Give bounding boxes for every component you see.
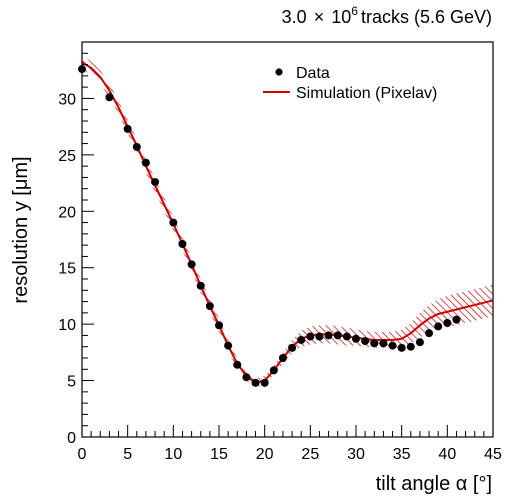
legend-data-marker bbox=[275, 68, 283, 76]
data-point bbox=[224, 341, 233, 350]
simulation-line bbox=[81, 61, 494, 384]
data-point bbox=[288, 343, 297, 352]
data-point bbox=[370, 339, 379, 348]
data-point bbox=[233, 360, 242, 369]
data-point bbox=[342, 332, 351, 341]
data-point bbox=[388, 341, 397, 350]
data-point bbox=[242, 373, 251, 382]
x-tick-label: 40 bbox=[438, 446, 456, 463]
axis-ticks-layer: 0 5 10 15 20 25 30 35 40 45 0 5 10 15 20 25 30 bbox=[58, 41, 502, 463]
x-tick-label: 5 bbox=[123, 446, 132, 463]
data-point bbox=[105, 93, 114, 102]
data-point bbox=[352, 334, 360, 343]
data-points-layer bbox=[78, 65, 461, 387]
data-point bbox=[215, 321, 223, 330]
legend-data-label: Data bbox=[296, 65, 330, 82]
data-point bbox=[397, 343, 406, 352]
data-point bbox=[151, 177, 160, 186]
data-point bbox=[361, 337, 370, 346]
data-point bbox=[141, 158, 150, 167]
data-point bbox=[260, 378, 269, 387]
data-point bbox=[132, 142, 141, 151]
data-point bbox=[425, 329, 434, 338]
y-tick-label: 25 bbox=[58, 148, 76, 165]
x-tick-label: 45 bbox=[484, 446, 502, 463]
simulation-uncertainty-band bbox=[82, 55, 493, 388]
data-point bbox=[169, 218, 178, 227]
y-tick-label: 10 bbox=[58, 317, 76, 334]
data-point bbox=[178, 240, 187, 249]
data-point bbox=[205, 302, 214, 311]
data-point bbox=[406, 342, 415, 351]
y-tick-label: 5 bbox=[67, 374, 76, 391]
data-point bbox=[452, 315, 461, 324]
data-point bbox=[333, 331, 342, 340]
y-tick-label: 30 bbox=[58, 91, 76, 108]
y-tick-label: 20 bbox=[58, 204, 76, 221]
data-point bbox=[251, 378, 260, 387]
data-point bbox=[278, 354, 287, 362]
x-tick-label: 30 bbox=[347, 446, 365, 463]
x-axis-title: tilt angle α [°] bbox=[376, 473, 492, 495]
chart-header: 3.0 × 106 tracks (5.6 GeV) bbox=[282, 4, 492, 27]
data-point bbox=[297, 335, 306, 344]
plot-frame bbox=[81, 41, 494, 438]
y-tick-label: 15 bbox=[58, 261, 76, 278]
data-point bbox=[415, 338, 424, 347]
data-point bbox=[434, 322, 443, 331]
data-point bbox=[196, 281, 205, 290]
legend: Data Simulation (Pixelav) bbox=[263, 65, 437, 102]
legend-simulation-label: Simulation (Pixelav) bbox=[296, 85, 437, 102]
data-point bbox=[269, 366, 278, 375]
data-point bbox=[187, 260, 196, 269]
data-point bbox=[306, 332, 315, 341]
y-axis-title: resolution y [μm] bbox=[10, 156, 32, 303]
data-point bbox=[123, 124, 132, 133]
x-tick-label: 20 bbox=[256, 446, 274, 463]
data-point bbox=[379, 339, 388, 348]
data-point bbox=[315, 332, 324, 341]
x-tick-label: 10 bbox=[164, 446, 182, 463]
data-point bbox=[324, 331, 333, 340]
y-tick-label: 0 bbox=[67, 430, 76, 447]
data-point bbox=[443, 319, 452, 328]
simulation-band-layer bbox=[81, 55, 494, 388]
x-tick-label: 25 bbox=[301, 446, 319, 463]
x-tick-label: 15 bbox=[210, 446, 228, 463]
x-tick-label: 0 bbox=[78, 446, 87, 463]
x-tick-label: 35 bbox=[393, 446, 411, 463]
